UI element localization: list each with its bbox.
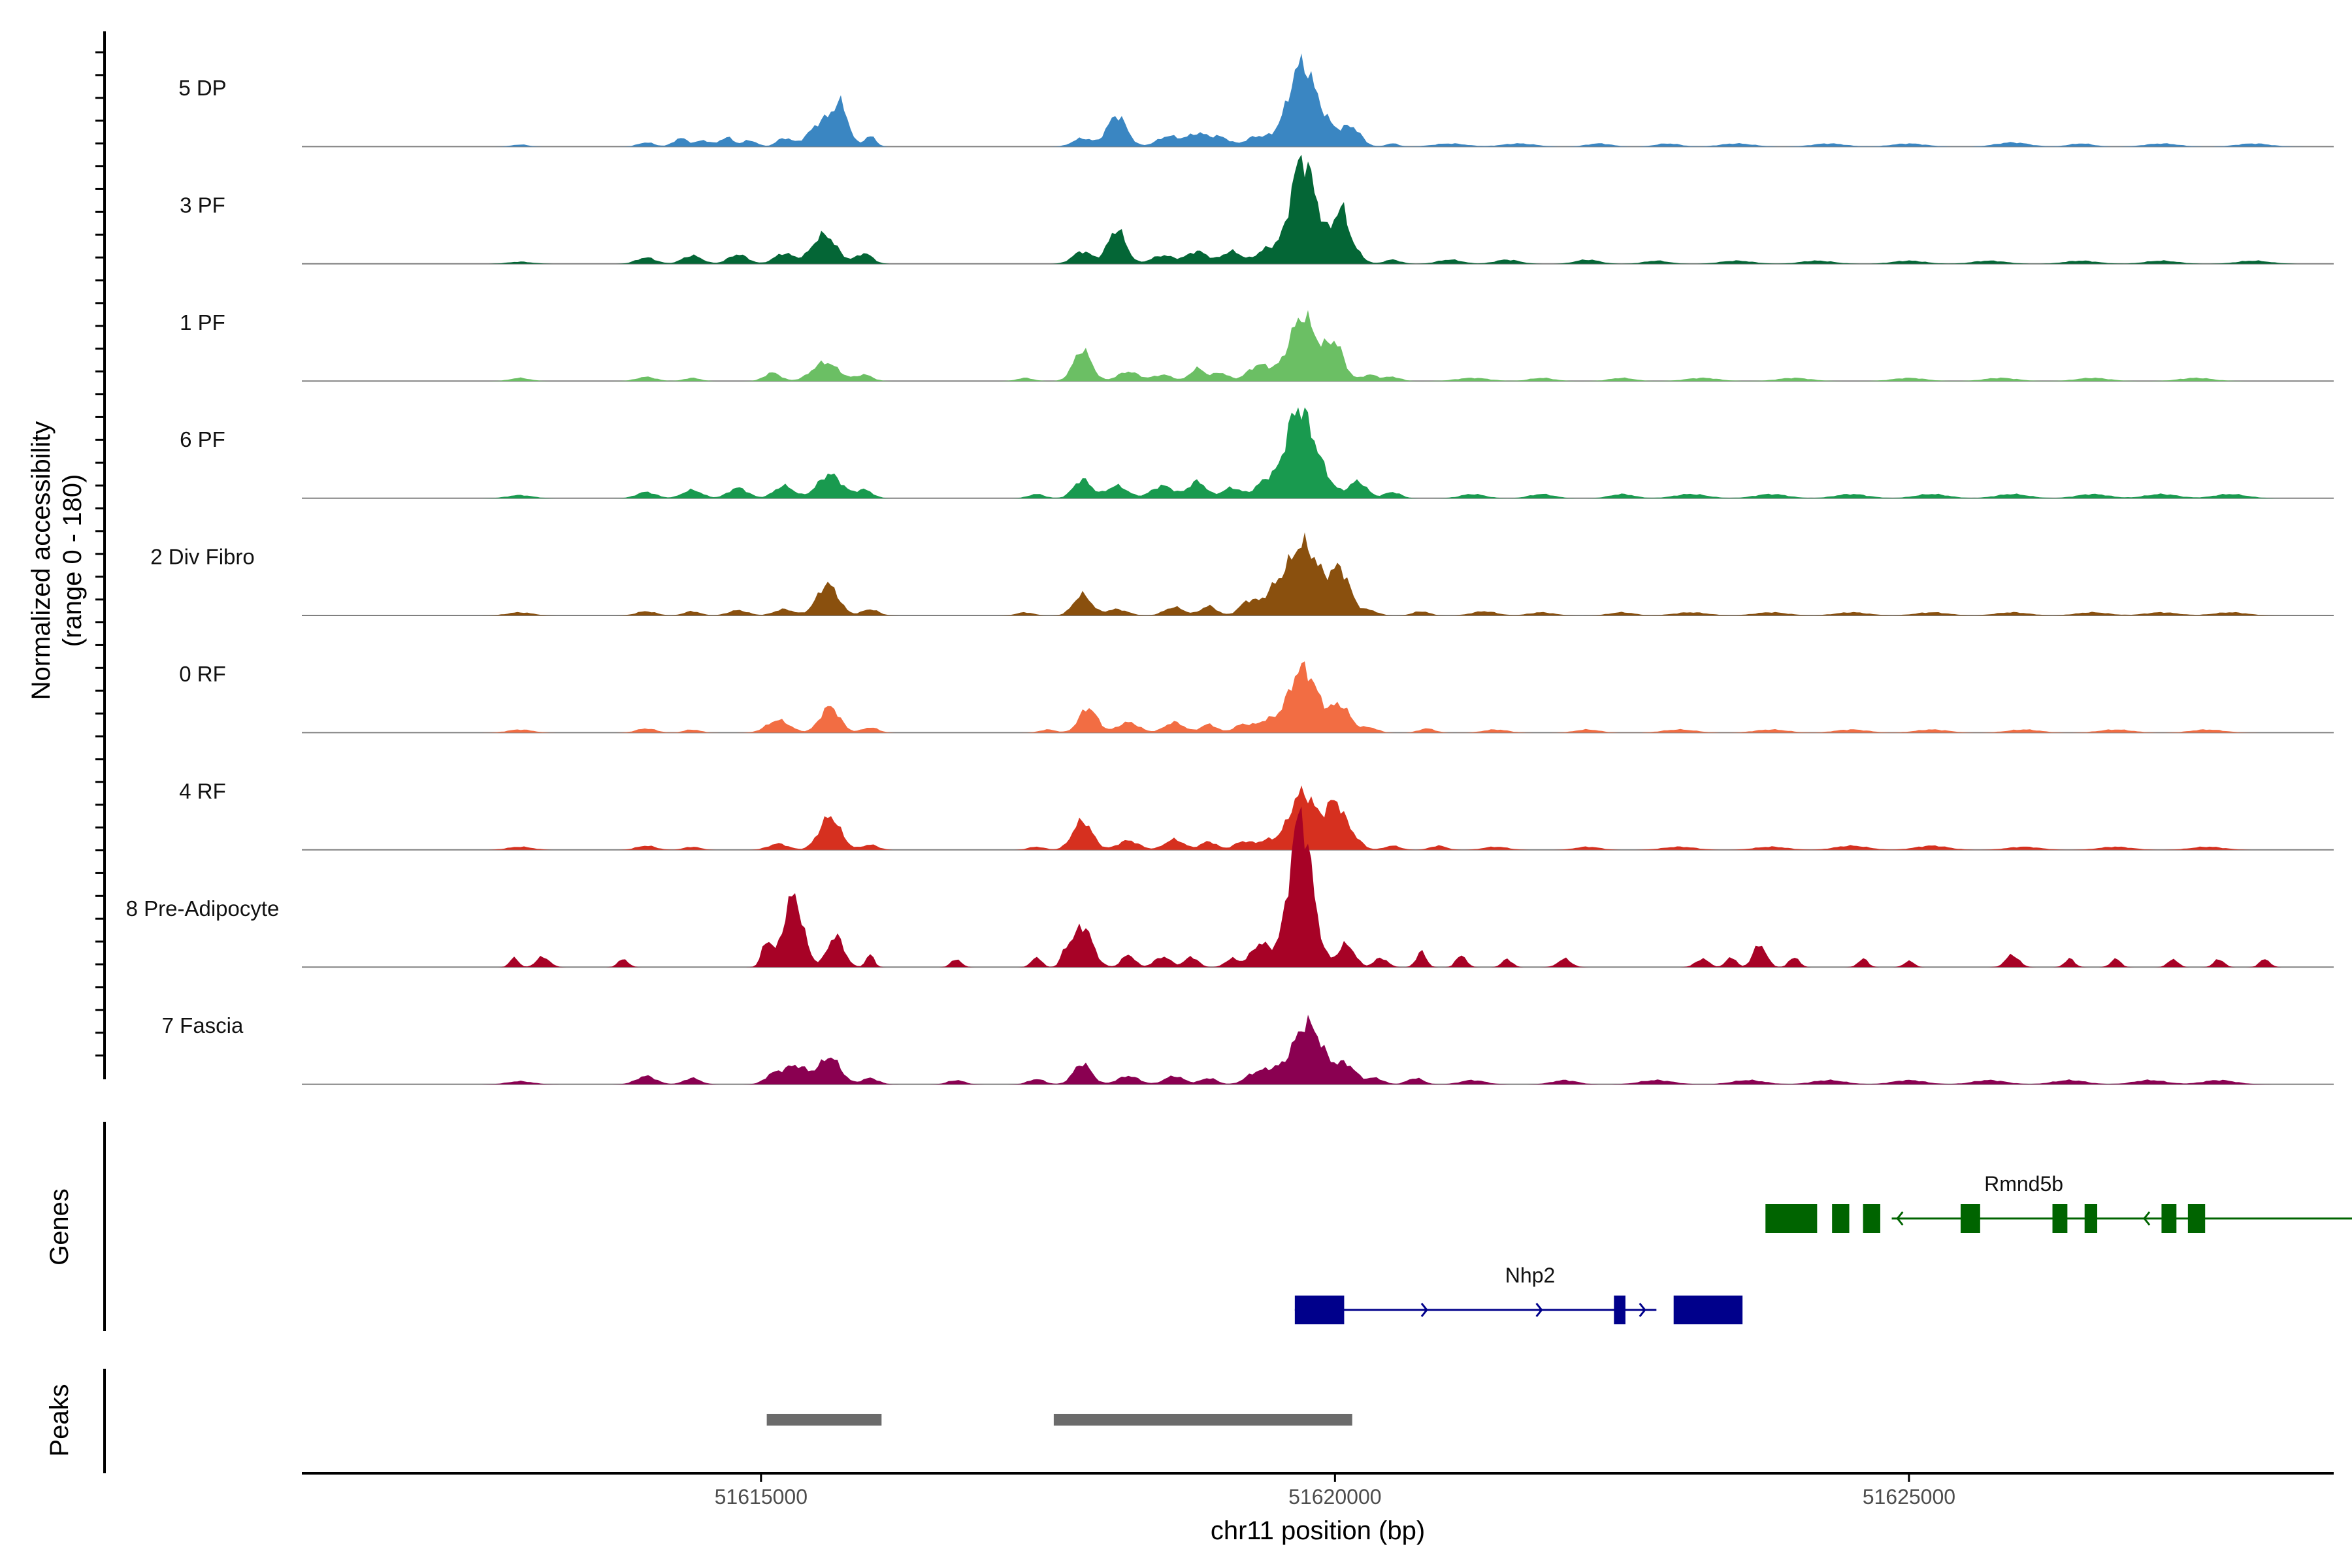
coverage-area xyxy=(302,407,2334,498)
track-label: 5 DP xyxy=(178,76,226,100)
gene-exon xyxy=(1832,1204,1850,1233)
gene-exon xyxy=(1960,1204,1980,1233)
peak-region xyxy=(1053,1414,1352,1426)
track-label: 6 PF xyxy=(180,427,225,451)
gene-nhp2: Nhp2 xyxy=(1294,1264,1743,1324)
gene-label: Nhp2 xyxy=(1505,1264,1556,1287)
track-label: 1 PF xyxy=(180,310,225,335)
y-axis-title-line2: (range 0 - 180) xyxy=(58,474,87,647)
genes-panel-label: Genes xyxy=(45,1188,74,1266)
track-7: 8 Pre-Adipocyte xyxy=(126,806,2334,968)
y-axis-title-line1: Normalized accessibility xyxy=(27,421,56,700)
track-2: 1 PF xyxy=(180,310,2334,382)
coverage-axis-ticks xyxy=(95,51,105,1057)
track-8: 7 Fascia xyxy=(162,1013,2334,1085)
track-1: 3 PF xyxy=(180,154,2334,265)
track-5: 0 RF xyxy=(179,661,2334,734)
track-label: 0 RF xyxy=(179,662,226,686)
coverage-area xyxy=(302,661,2334,733)
coverage-area xyxy=(302,532,2334,615)
strand-arrow xyxy=(1296,1303,1305,1317)
track-label: 3 PF xyxy=(180,193,225,217)
gene-exon xyxy=(2052,1204,2068,1233)
coverage-area xyxy=(302,785,2334,850)
strand-arrow xyxy=(2143,1211,2151,1226)
gene-exon xyxy=(2161,1204,2177,1233)
coverage-area xyxy=(302,806,2334,968)
peaks-panel-label: Peaks xyxy=(45,1384,74,1456)
gene-exon xyxy=(1614,1296,1625,1324)
gene-exon xyxy=(1673,1296,1743,1324)
strand-arrow xyxy=(1896,1211,1904,1226)
x-tick-label: 51615000 xyxy=(715,1485,808,1509)
track-0: 5 DP xyxy=(178,53,2334,148)
track-label: 8 Pre-Adipocyte xyxy=(126,896,280,921)
x-axis-title: chr11 position (bp) xyxy=(1211,1516,1425,1545)
coverage-area xyxy=(302,154,2334,264)
track-label: 4 RF xyxy=(179,779,226,803)
gene-exon xyxy=(2084,1204,2098,1233)
peak-region xyxy=(766,1414,882,1426)
peak-regions xyxy=(766,1414,1352,1426)
strand-arrow xyxy=(1639,1303,1646,1317)
track-3: 6 PF xyxy=(180,407,2334,499)
coverage-tracks: 5 DP 3 PF 1 PF 6 PF 2 Div Fibro 0 RF 4 RF 8 Pre… xyxy=(126,53,2334,1085)
gene-label: Rmnd5b xyxy=(1984,1172,2063,1196)
x-tick-label: 51625000 xyxy=(1863,1485,1955,1509)
coverage-area xyxy=(302,310,2334,382)
coverage-area xyxy=(302,1015,2334,1085)
strand-arrow xyxy=(1420,1303,1428,1317)
track-4: 2 Div Fibro xyxy=(150,532,2334,616)
track-label: 2 Div Fibro xyxy=(150,545,255,569)
gene-annotations: Rmnd5b Nhp2 xyxy=(1294,1172,2352,1324)
x-tick-label: 51620000 xyxy=(1288,1485,1381,1509)
gene-exon xyxy=(1863,1204,1880,1233)
gene-rmnd5b: Rmnd5b xyxy=(1765,1172,2352,1233)
x-axis-ticks: 51615000 51620000 51625000 xyxy=(715,1473,1955,1509)
gene-exon xyxy=(2187,1204,2206,1233)
track-6: 4 RF xyxy=(179,779,2334,851)
strand-arrow xyxy=(1535,1303,1543,1317)
coverage-area xyxy=(302,53,2334,147)
gene-exon xyxy=(1765,1204,1818,1233)
track-label: 7 Fascia xyxy=(162,1013,244,1037)
